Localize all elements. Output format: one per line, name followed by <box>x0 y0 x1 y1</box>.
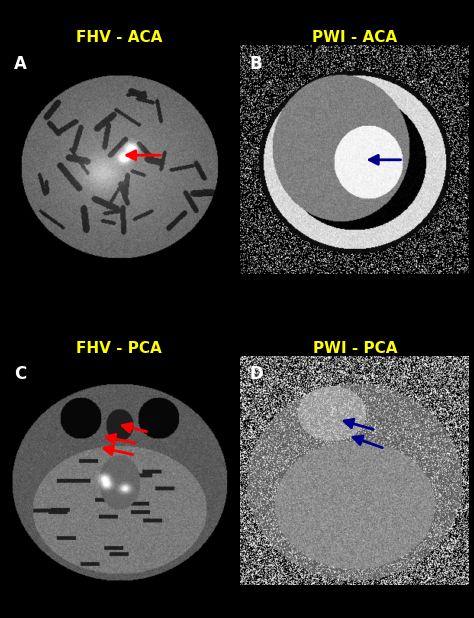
Title: FHV - PCA: FHV - PCA <box>76 341 162 356</box>
Title: FHV - ACA: FHV - ACA <box>76 30 162 45</box>
Text: B: B <box>250 54 262 72</box>
Text: C: C <box>14 365 26 383</box>
Title: PWI - ACA: PWI - ACA <box>312 30 397 45</box>
Text: A: A <box>14 54 27 72</box>
Title: PWI - PCA: PWI - PCA <box>312 341 397 356</box>
Text: D: D <box>250 365 264 383</box>
